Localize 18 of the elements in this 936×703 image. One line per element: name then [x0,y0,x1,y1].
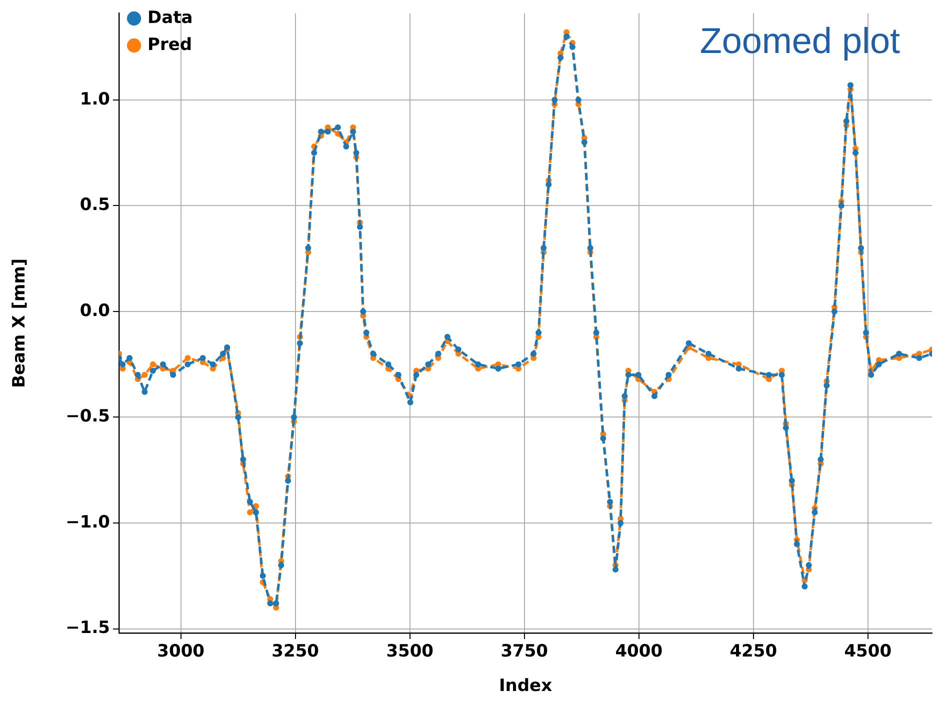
x-tick-label: 4250 [730,642,778,662]
annotation: Zoomed plot [700,20,900,62]
legend-label: Pred [148,34,192,55]
x-tick-label: 3250 [272,642,320,662]
x-tick-label: 3000 [157,642,205,662]
y-tick-label: 0.0 [80,300,110,321]
x-tick-label: 3500 [386,642,434,662]
y-tick-label: 1.0 [80,89,110,110]
y-tick-label: −1.0 [66,512,110,532]
x-tick-label: 3750 [500,642,548,662]
y-axis-title: Beam X [mm] [10,258,30,388]
x-tick-label: 4000 [615,642,663,662]
y-tick-label: −1.5 [66,618,110,638]
legend-label: Data [148,8,193,28]
x-tick-label: 4500 [844,642,892,662]
x-axis-title: Index [498,676,552,696]
y-tick-label: 0.5 [80,195,110,216]
y-tick-label: −0.5 [66,406,110,427]
